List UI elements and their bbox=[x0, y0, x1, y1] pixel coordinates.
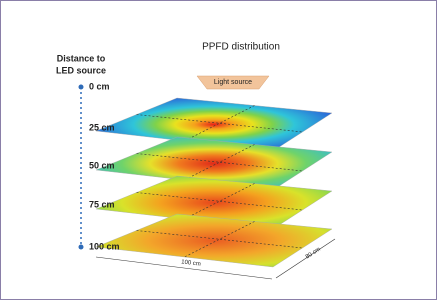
axis-end bbox=[79, 85, 84, 90]
dimension-label: 100 cm bbox=[181, 259, 201, 267]
heatmap-plane bbox=[96, 214, 332, 267]
level-label: 75 cm bbox=[89, 199, 115, 209]
diagram: PPFD distribution Distance to LED source… bbox=[1, 1, 436, 299]
level-label: 50 cm bbox=[89, 160, 115, 170]
axis-label: Distance to bbox=[57, 53, 106, 63]
dimension-label: 80 cm bbox=[305, 247, 322, 261]
level-label: 100 cm bbox=[89, 241, 120, 251]
axis-end bbox=[79, 245, 84, 250]
axis-label: LED source bbox=[56, 65, 106, 75]
title: PPFD distribution bbox=[202, 42, 280, 53]
level-label: 0 cm bbox=[89, 81, 110, 91]
figure-frame: PPFD distribution Distance to LED source… bbox=[0, 0, 437, 300]
level-label: 25 cm bbox=[89, 122, 115, 132]
light-source-label: Light source bbox=[214, 79, 252, 86]
